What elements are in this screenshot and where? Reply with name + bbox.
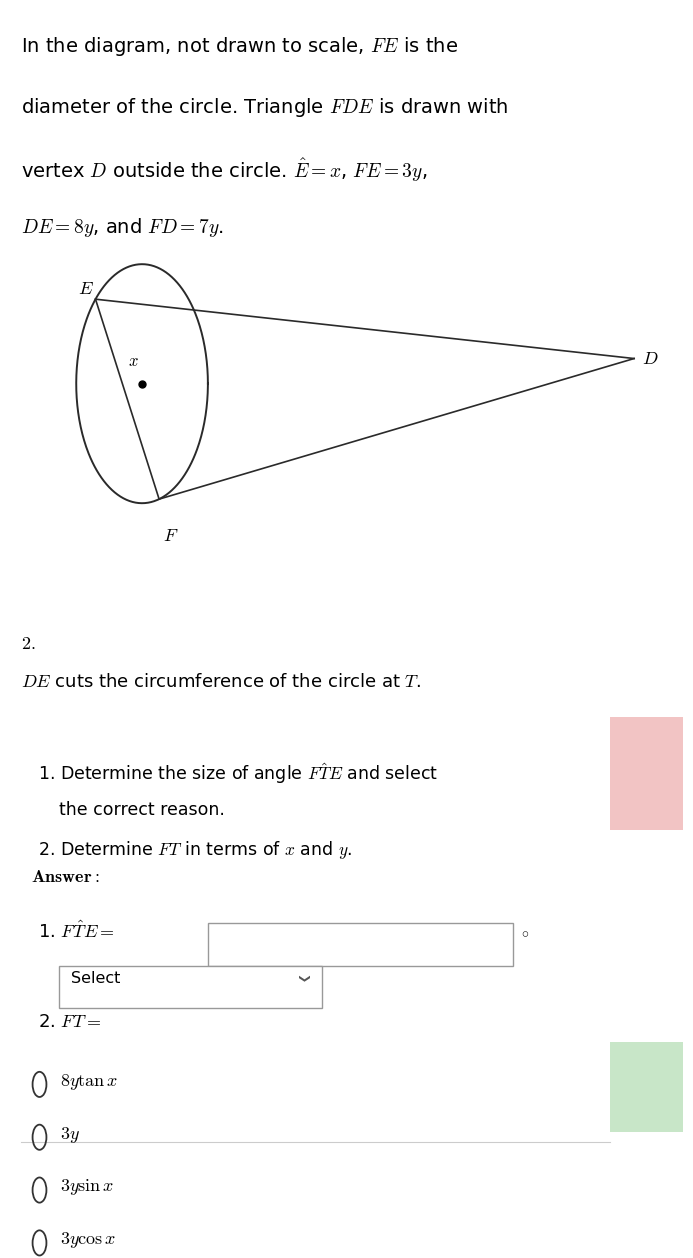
Text: 2. Determine $\mathit{FT}$ in terms of $x$ and $y$.: 2. Determine $\mathit{FT}$ in terms of $… (38, 839, 352, 860)
Text: $2.$: $2.$ (21, 635, 35, 653)
Text: $3y$: $3y$ (60, 1125, 80, 1145)
Bar (610, 717, 683, 830)
Text: $x$: $x$ (128, 352, 139, 370)
Text: In the diagram, not drawn to scale, $\mathit{FE}$ is the: In the diagram, not drawn to scale, $\ma… (21, 35, 458, 58)
Text: $\mathit{E}$: $\mathit{E}$ (78, 281, 94, 298)
Text: $\mathit{F}$: $\mathit{F}$ (163, 527, 178, 545)
Text: ❯: ❯ (296, 974, 307, 982)
Text: 1. $\mathit{F}\hat{\mathit{T}}\mathit{E} =$: 1. $\mathit{F}\hat{\mathit{T}}\mathit{E}… (38, 921, 114, 942)
Text: 2. $\mathit{FT} =$: 2. $\mathit{FT} =$ (38, 1013, 101, 1030)
Text: $3y\cos x$: $3y\cos x$ (60, 1230, 116, 1250)
Text: diameter of the circle. Triangle $\mathit{FDE}$ is drawn with: diameter of the circle. Triangle $\mathi… (21, 96, 508, 118)
Bar (59, 966, 322, 1008)
Bar (208, 923, 513, 966)
Text: $3y\sin x$: $3y\sin x$ (60, 1177, 114, 1198)
Text: $\mathit{DE} = 8y$, and $\mathit{FD} = 7y$.: $\mathit{DE} = 8y$, and $\mathit{FD} = 7… (21, 216, 224, 239)
Text: Select: Select (71, 971, 121, 986)
Text: $\mathit{D}$: $\mathit{D}$ (642, 350, 659, 367)
Text: vertex $\mathit{D}$ outside the circle. $\hat{E} = x$, $\mathit{FE} = 3y$,: vertex $\mathit{D}$ outside the circle. … (21, 156, 427, 184)
Text: 1. Determine the size of angle $\mathit{F}\hat{\mathit{T}}\mathit{E}$ and select: 1. Determine the size of angle $\mathit{… (38, 761, 438, 786)
Text: $\mathit{DE}$ cuts the circumference of the circle at $\mathit{T}$.: $\mathit{DE}$ cuts the circumference of … (21, 673, 421, 691)
Text: $\circ$: $\circ$ (521, 926, 529, 940)
Text: $\mathbf{Answer:}$: $\mathbf{Answer:}$ (31, 868, 100, 886)
Text: $8y\tan x$: $8y\tan x$ (60, 1072, 119, 1092)
Text: the correct reason.: the correct reason. (59, 801, 225, 819)
Bar (610, 1042, 683, 1132)
